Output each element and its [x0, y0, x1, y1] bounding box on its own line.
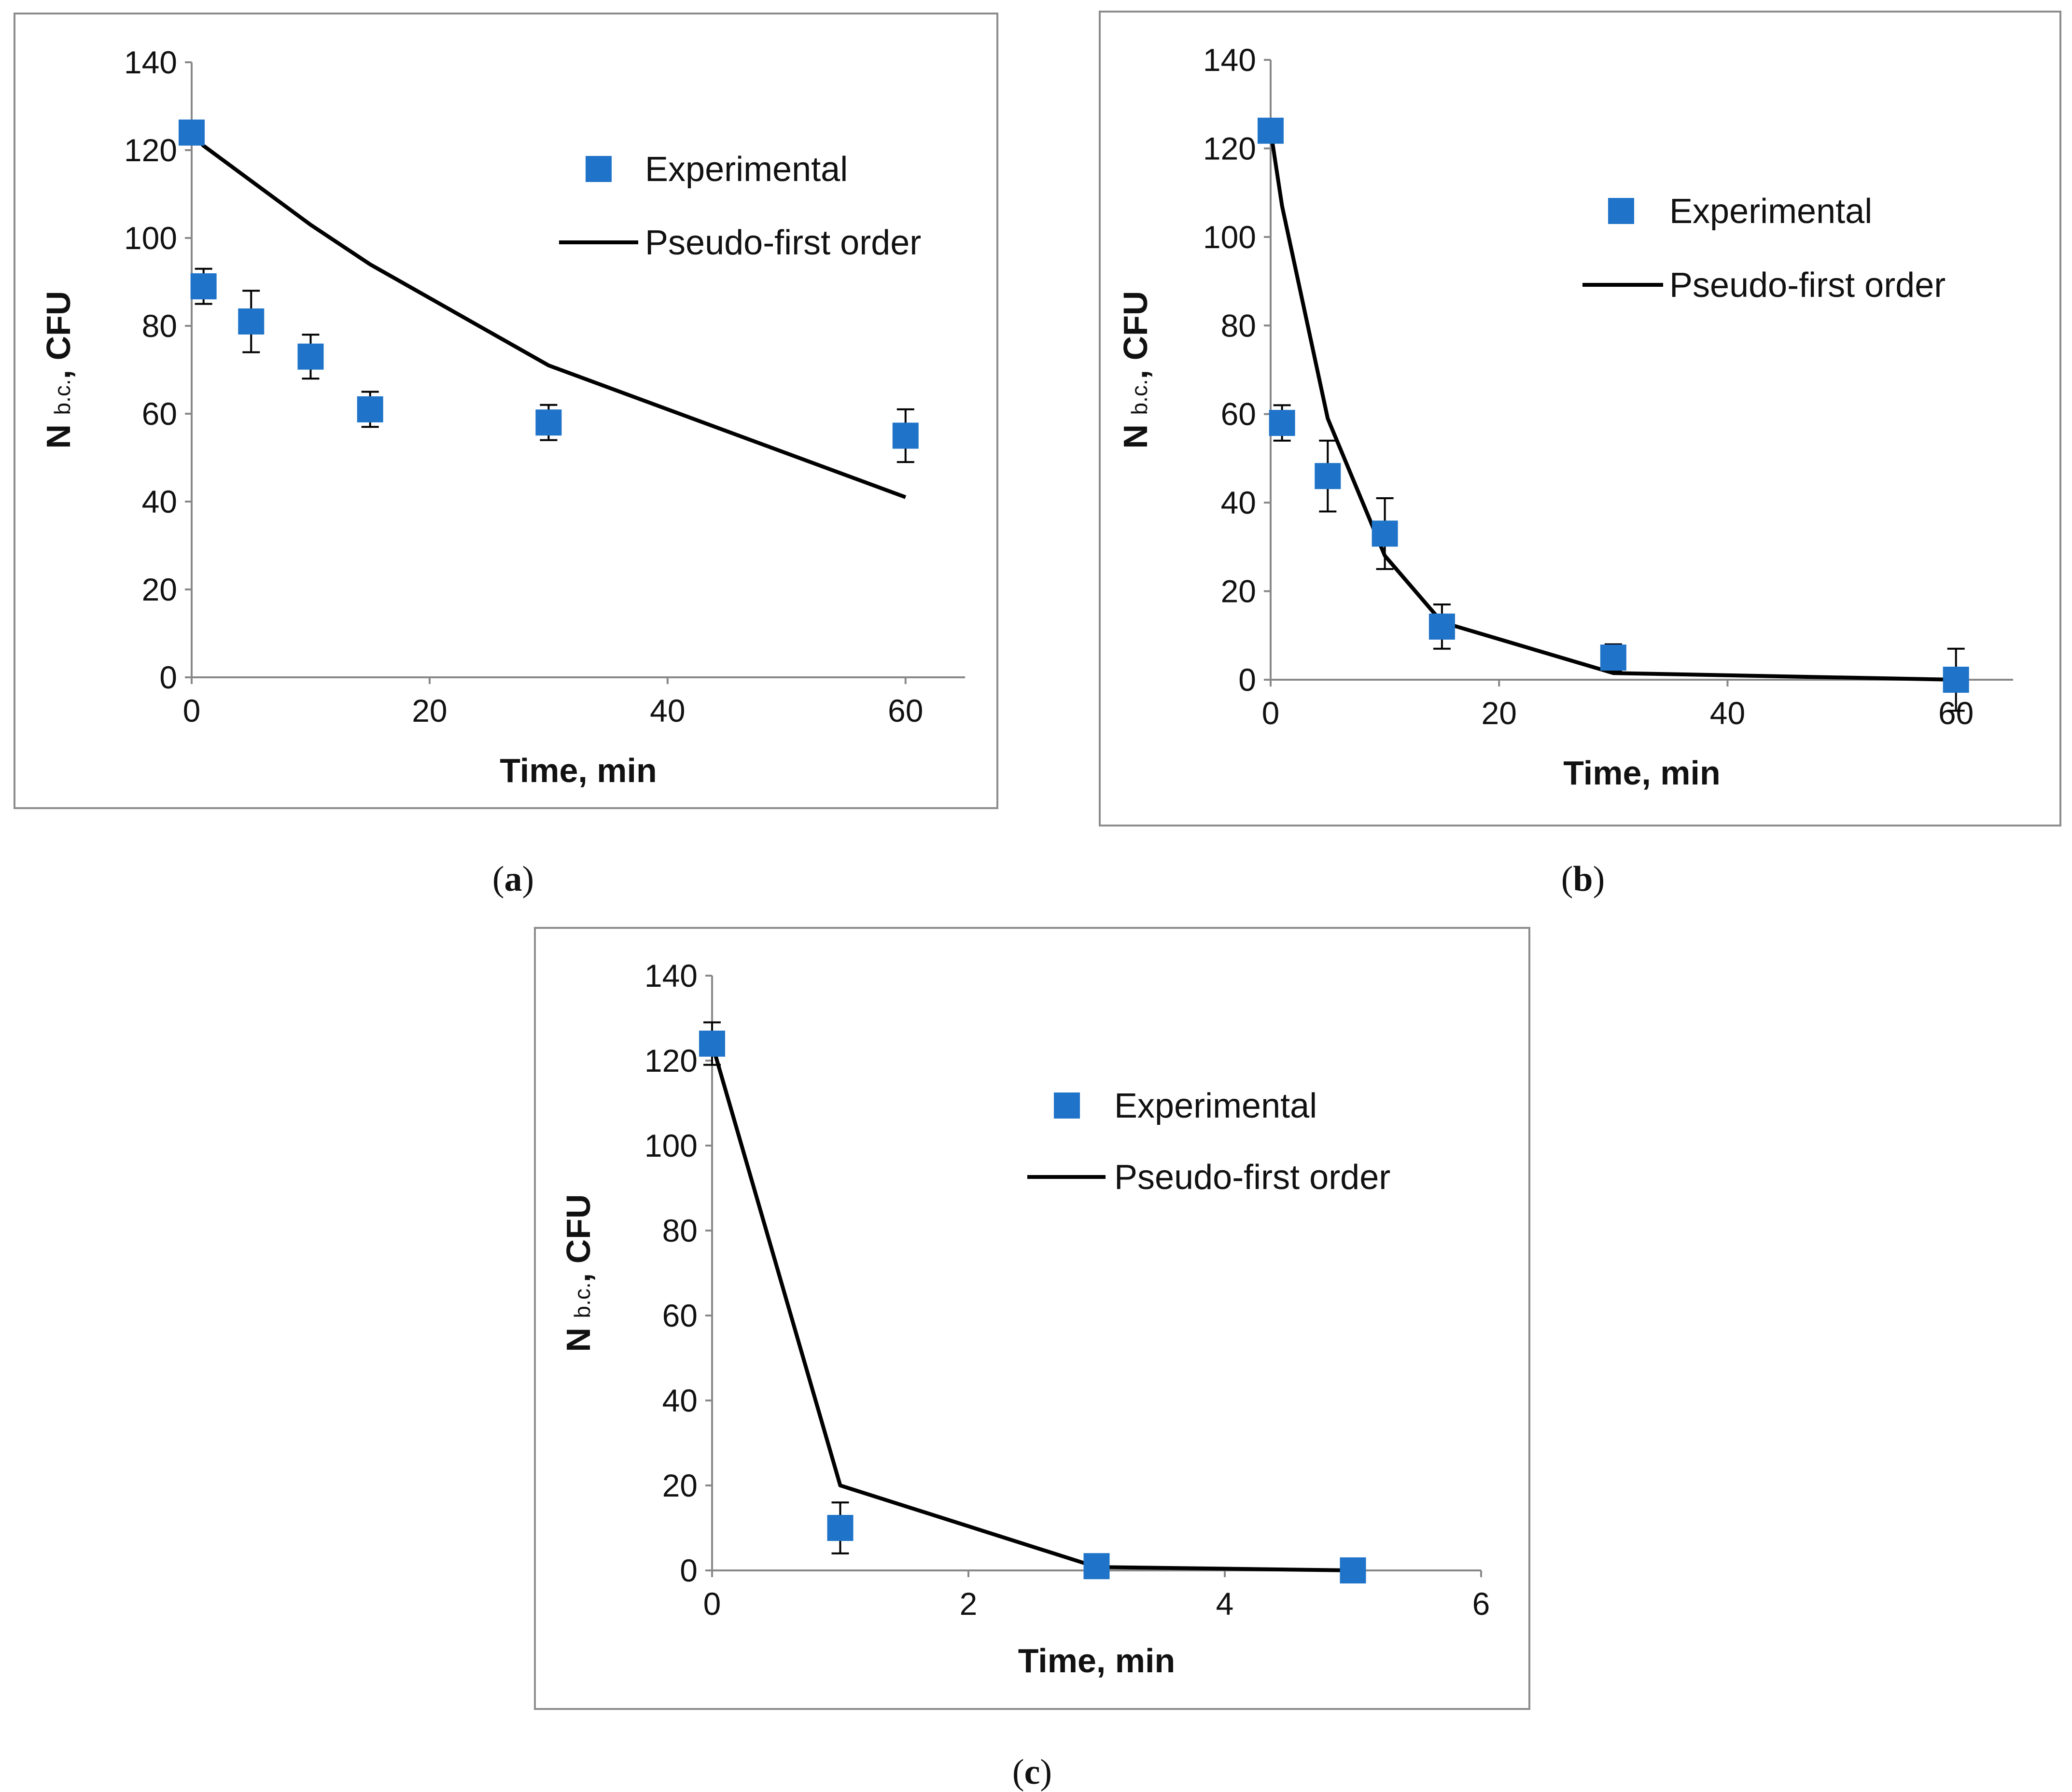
data-point-experimental	[1943, 667, 1969, 693]
y-axis-label-sub: b.c.	[50, 379, 75, 415]
y-tick-label: 0	[680, 1553, 698, 1588]
x-tick-label: 2	[960, 1586, 978, 1622]
y-tick-label: 140	[1203, 42, 1256, 78]
legend-marker-experimental	[586, 156, 612, 182]
legend: Experimental Pseudo-first order	[1027, 1087, 1390, 1197]
y-tick-label: 20	[1221, 574, 1256, 609]
y-tick-label: 120	[1203, 130, 1256, 166]
x-tick-label: 0	[183, 693, 201, 728]
data-point-experimental	[1600, 644, 1626, 671]
x-tick-label: 40	[1710, 695, 1745, 731]
data-point-experimental	[1258, 117, 1284, 144]
x-tick-label: 60	[888, 693, 923, 728]
x-axis-label: Time, min	[500, 752, 657, 789]
chart-frame	[14, 13, 998, 809]
x-tick-label: 4	[1216, 1586, 1234, 1622]
panel-caption: (a)	[492, 859, 534, 899]
legend-label-pseudo-first-order: Pseudo-first order	[1669, 266, 1946, 305]
panel-caption: (b)	[1561, 859, 1605, 899]
x-axis-label: Time, min	[1018, 1642, 1175, 1680]
y-tick-label: 0	[1238, 662, 1256, 698]
data-point-experimental	[1315, 463, 1341, 490]
y-tick-label: 100	[1203, 219, 1256, 255]
data-point-experimental	[699, 1030, 725, 1057]
legend: Experimental Pseudo-first order	[1582, 192, 1946, 305]
chart-panel-c: 0 20 40 60 80 100 120 140 0 2 4 6 Time, min N b.c., C…	[534, 927, 1530, 1792]
x-tick-label: 20	[1482, 695, 1517, 731]
legend-label-pseudo-first-order: Pseudo-first order	[645, 224, 921, 262]
y-axis-label-unit: , CFU	[1117, 291, 1154, 379]
y-axis-label-sub: b.c.	[570, 1282, 595, 1318]
data-point-experimental	[297, 343, 324, 370]
x-tick-label: 0	[1262, 695, 1280, 731]
y-tick-label: 80	[662, 1213, 698, 1248]
y-tick-label: 0	[159, 659, 177, 695]
y-tick-label: 60	[1221, 396, 1256, 432]
y-tick-label: 40	[142, 484, 177, 519]
y-tick-label: 60	[142, 396, 177, 432]
y-tick-label: 20	[142, 572, 177, 607]
y-axis-label: N b.c., CFU	[1117, 291, 1154, 449]
x-tick-label: 6	[1472, 1586, 1490, 1622]
y-axis-label: N b.c., CFU	[560, 1194, 597, 1352]
y-tick-label: 140	[644, 958, 698, 994]
y-tick-label: 40	[1221, 485, 1256, 520]
data-point-experimental	[892, 422, 919, 449]
chart-panel-a: 0 20 40 60 80 100 120 140 0 20 40 60 Time, min N b.c.…	[14, 13, 998, 899]
y-tick-label: 140	[124, 44, 177, 80]
panel-caption-letter: a	[504, 859, 522, 899]
y-axis-label-main: N	[1117, 415, 1154, 448]
y-axis-label-main: N	[560, 1318, 597, 1352]
data-point-experimental	[1269, 410, 1295, 436]
x-axis-label: Time, min	[1563, 754, 1720, 792]
data-point-experimental	[1340, 1557, 1366, 1583]
data-point-experimental	[827, 1515, 854, 1541]
y-tick-label: 60	[662, 1298, 698, 1333]
legend-label-experimental: Experimental	[645, 150, 848, 189]
y-tick-label: 120	[644, 1043, 698, 1078]
data-point-experimental	[179, 119, 205, 146]
y-tick-label: 120	[124, 132, 177, 168]
x-tick-label: 20	[412, 693, 447, 728]
data-point-experimental	[238, 308, 265, 335]
x-tick-label: 0	[703, 1586, 721, 1622]
x-tick-label: 40	[650, 693, 685, 728]
y-axis-label-sub: b.c.	[1127, 379, 1152, 415]
series-line-pseudo-first-order	[710, 1043, 1353, 1572]
legend-label-experimental: Experimental	[1114, 1087, 1317, 1125]
legend-marker-experimental	[1054, 1092, 1080, 1119]
y-tick-label: 100	[124, 220, 177, 256]
chart-frame	[1099, 11, 2061, 826]
data-point-experimental	[357, 396, 383, 422]
legend-label-experimental: Experimental	[1669, 192, 1872, 231]
y-tick-label: 100	[644, 1128, 698, 1163]
legend-label-pseudo-first-order: Pseudo-first order	[1114, 1158, 1390, 1197]
y-tick-label: 80	[1221, 308, 1256, 343]
data-point-experimental	[1428, 613, 1455, 640]
panel-caption-letter: b	[1573, 859, 1593, 899]
data-point-experimental	[1083, 1553, 1110, 1580]
y-tick-label: 20	[662, 1468, 698, 1503]
data-point-experimental	[535, 409, 562, 436]
panel-caption-letter: c	[1024, 1752, 1040, 1792]
y-axis-label-unit: , CFU	[560, 1194, 597, 1283]
y-axis-label: N b.c., CFU	[40, 291, 77, 449]
data-point-experimental	[190, 273, 217, 300]
y-axis-label-main: N	[40, 415, 77, 448]
legend: Experimental Pseudo-first order	[559, 150, 921, 262]
y-tick-label: 40	[662, 1383, 698, 1418]
panel-caption: (c)	[1012, 1752, 1052, 1792]
data-point-experimental	[1372, 520, 1398, 547]
y-axis-label-unit: , CFU	[40, 291, 77, 379]
legend-marker-experimental	[1608, 198, 1634, 224]
series-line-pseudo-first-order	[190, 131, 907, 499]
y-tick-label: 80	[142, 308, 177, 344]
